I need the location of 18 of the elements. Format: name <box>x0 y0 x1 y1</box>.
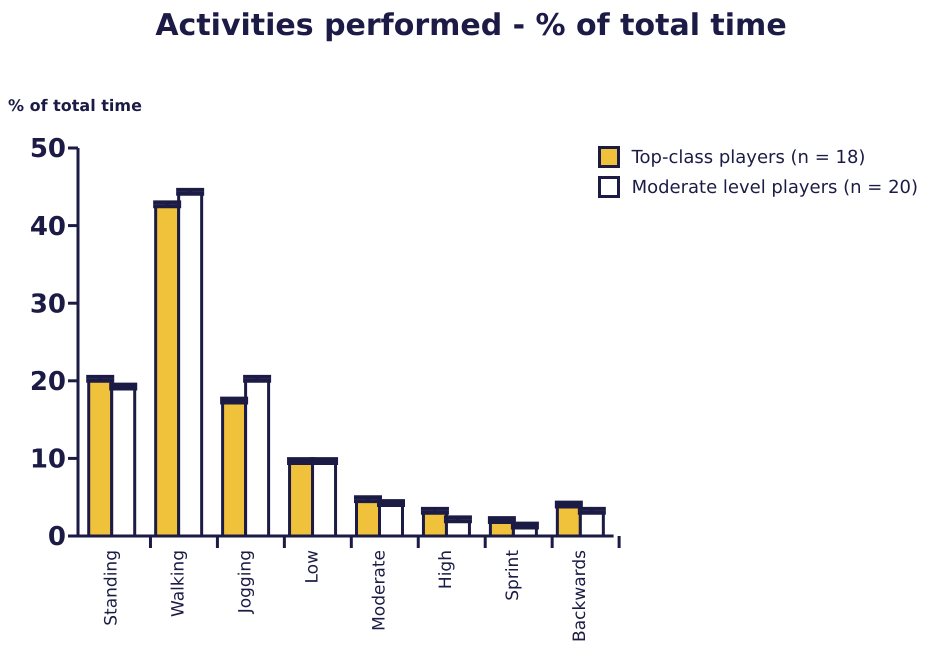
x-tick-label: Moderate <box>369 550 390 631</box>
y-tick-label: 10 <box>30 444 66 475</box>
x-tick-label: Standing <box>101 550 122 626</box>
y-tick-label: 0 <box>48 522 66 552</box>
x-tick-label: Low <box>302 550 322 584</box>
y-tick-label: 30 <box>30 289 66 320</box>
chart-title: Activities performed - % of total time <box>154 8 788 43</box>
x-tick-label: Backwards <box>570 550 590 642</box>
y-tick-label: 50 <box>30 134 66 164</box>
y-axis-title: % of total time <box>8 96 142 115</box>
y-tick-label: 20 <box>30 367 66 398</box>
x-tick-label: Jogging <box>235 550 256 614</box>
y-tick-label: 40 <box>30 212 66 242</box>
x-tick-label: Walking <box>168 550 188 617</box>
x-tick-label: Sprint <box>503 550 524 601</box>
legend-label: Moderate level players (n = 20) <box>630 176 918 198</box>
x-tick-label: High <box>436 550 456 590</box>
legend-label: Top-class players (n = 18) <box>630 146 866 168</box>
